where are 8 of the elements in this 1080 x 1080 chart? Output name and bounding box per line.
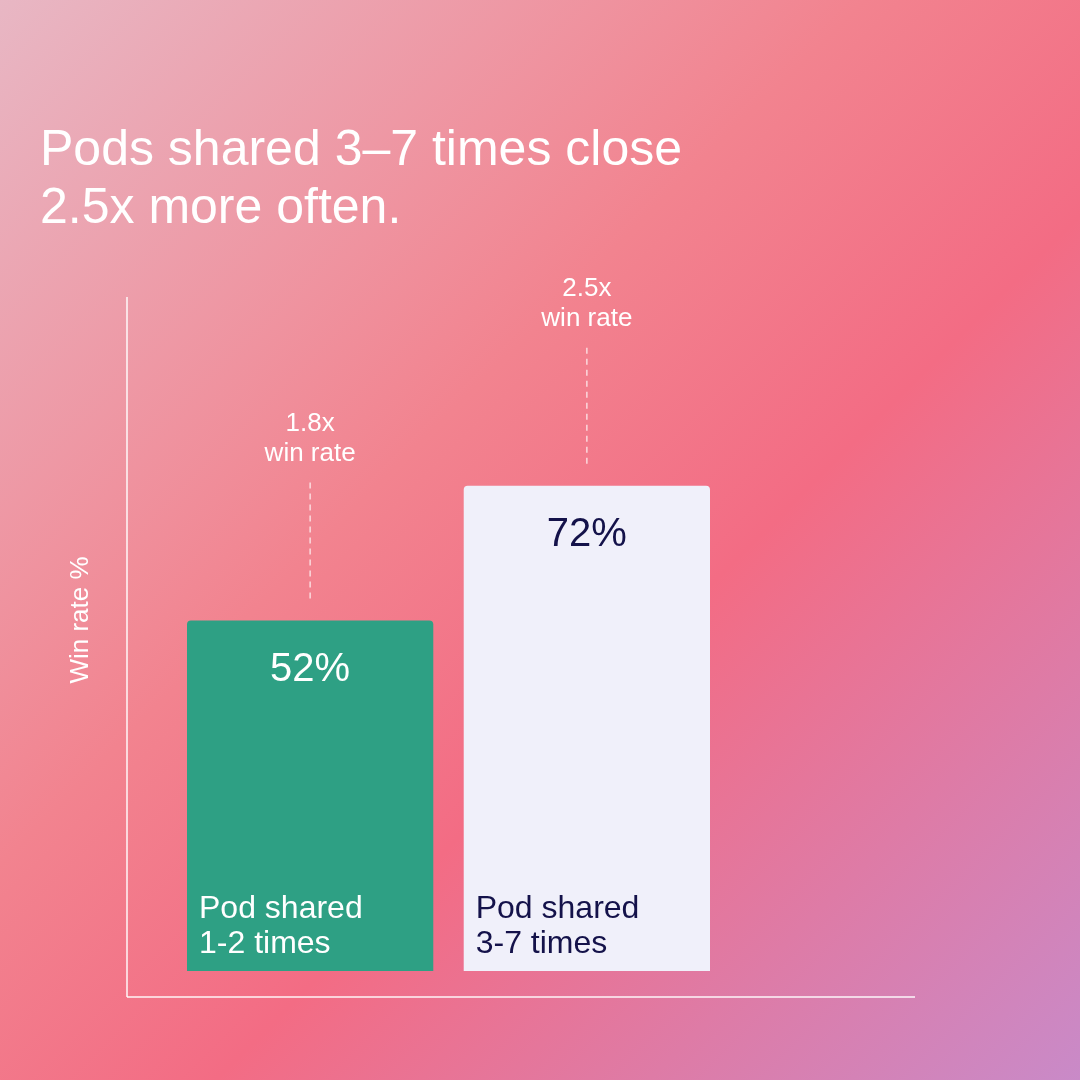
y-axis-title: Win rate % <box>64 556 94 684</box>
x-tick-label: Pod shared 3-7 times <box>475 889 640 960</box>
text: 2.5x win rate <box>540 271 633 332</box>
text: 1.8x win rate <box>263 406 356 467</box>
chart-title: Pods shared 3–7 times close 2.5x more often. <box>40 120 683 234</box>
x-tick-label: Pod shared 1-2 times <box>199 889 363 960</box>
data-label: 52% <box>270 644 351 689</box>
data-label: 72% <box>546 509 627 554</box>
